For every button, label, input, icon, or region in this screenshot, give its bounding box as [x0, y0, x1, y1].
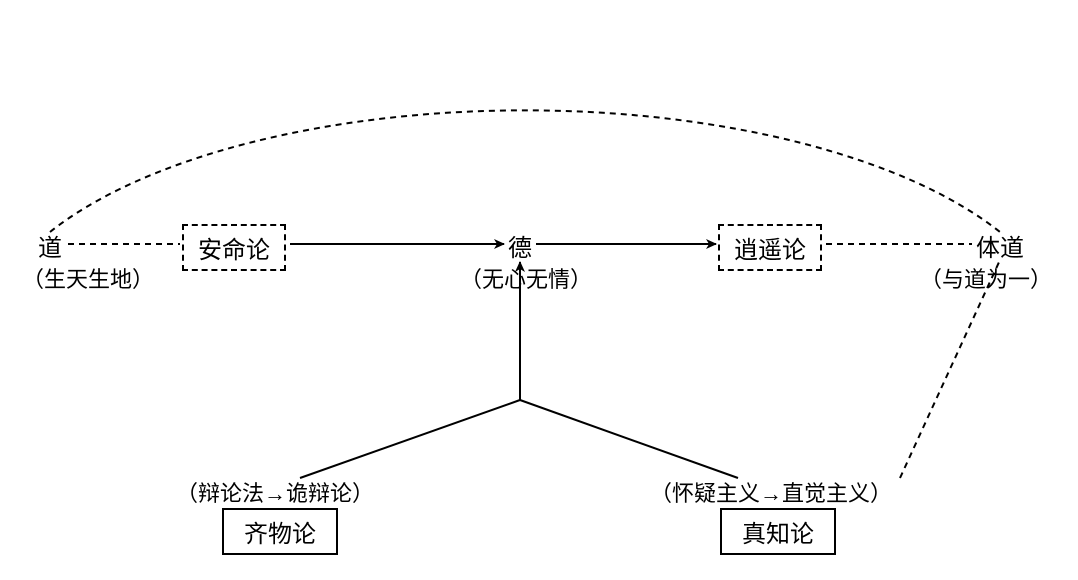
node-tidao: 体道 — [976, 228, 1024, 263]
diagram-stage: 道 （生天生地） 安命论 德 （无心无情） 逍遥论 体道 （与道为一） （辩论法… — [0, 0, 1078, 580]
edge-qiwu-join — [300, 400, 520, 478]
node-anming: 安命论 — [182, 224, 286, 271]
node-zhenzhi-sub: （怀疑主义→直觉主义） — [650, 476, 892, 508]
node-tidao-sub: （与道为一） — [920, 262, 1052, 294]
edge-zhenzhi-join — [520, 400, 738, 478]
node-de-sub: （无心无情） — [460, 262, 592, 294]
node-zhenzhi: 真知论 — [720, 508, 836, 555]
edge-arc-dao-tidao — [50, 110, 1000, 232]
node-qiwu-sub: （辩论法→诡辩论） — [176, 476, 374, 508]
node-dao: 道 — [38, 228, 62, 263]
node-dao-sub: （生天生地） — [22, 262, 154, 294]
node-de: 德 — [508, 228, 532, 263]
node-xiaoyao: 逍遥论 — [718, 224, 822, 271]
node-qiwu: 齐物论 — [222, 508, 338, 555]
